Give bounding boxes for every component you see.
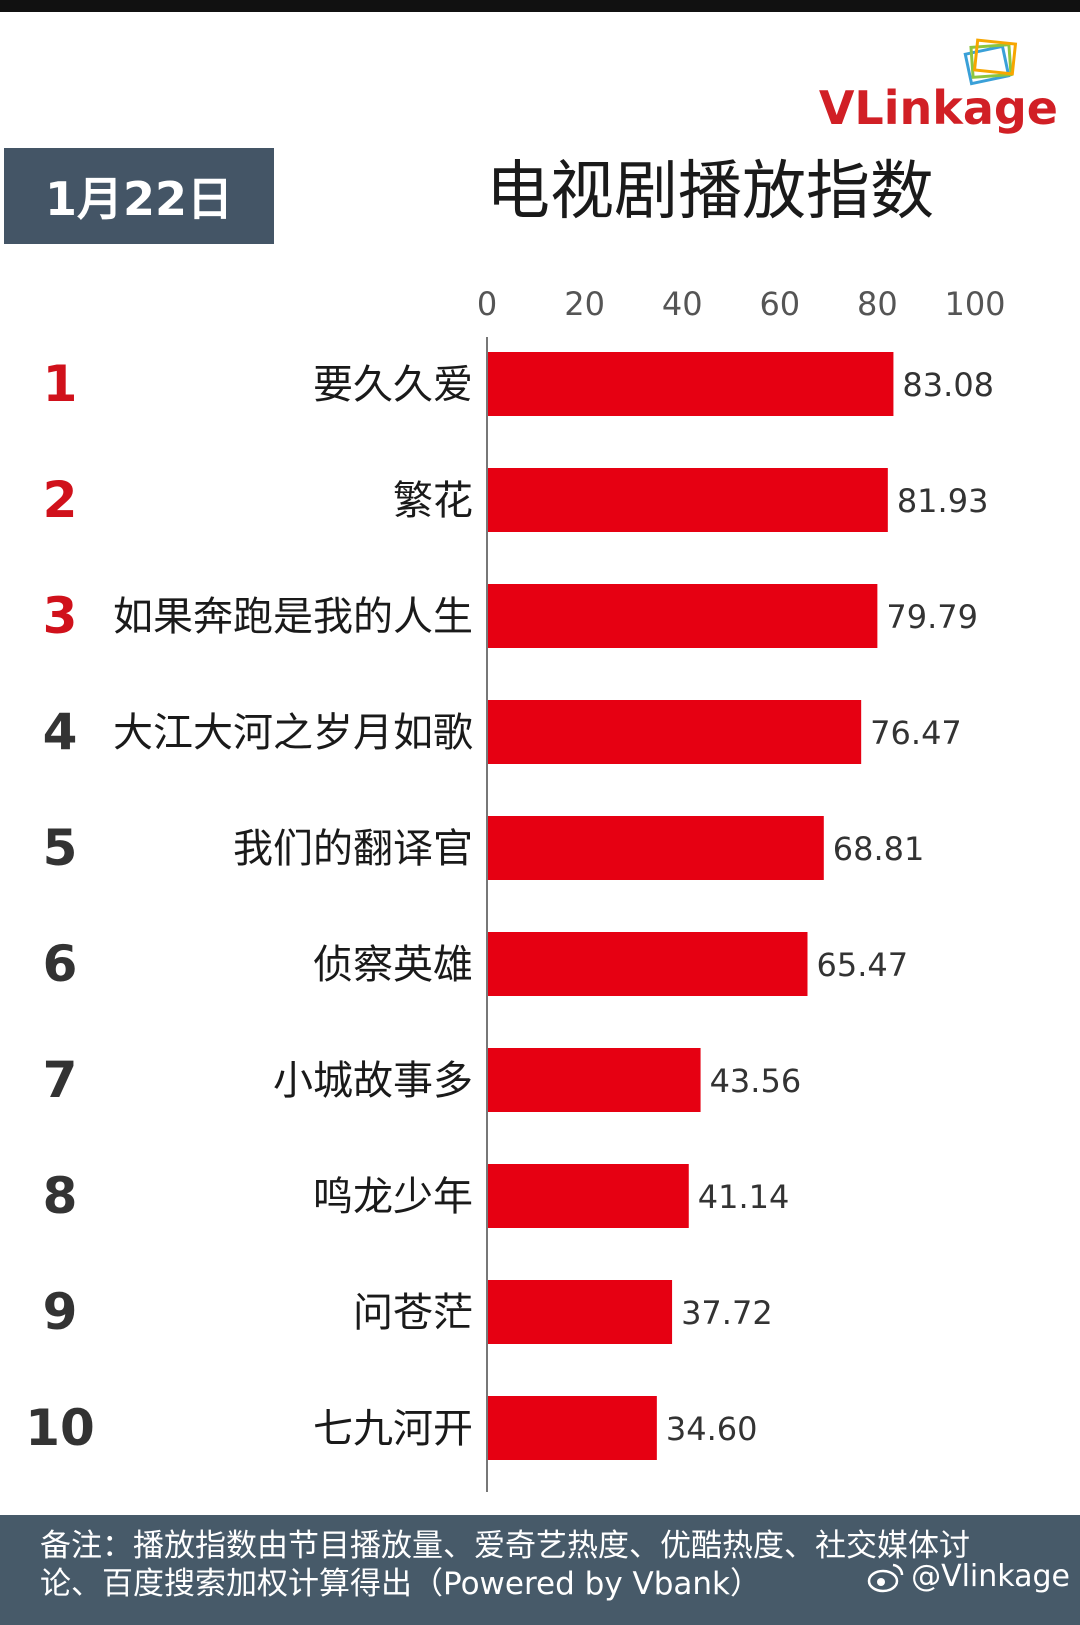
bar-row: 7 小城故事多 43.56 xyxy=(43,1048,802,1112)
rank-number: 9 xyxy=(43,1283,78,1341)
category-label: 问苍茫 xyxy=(353,1290,473,1336)
x-tick-label: 80 xyxy=(857,285,898,323)
bar-row: 4 大江大河之岁月如歌 76.47 xyxy=(43,700,962,764)
weibo-icon xyxy=(867,1563,904,1592)
bar xyxy=(488,1048,701,1112)
footer: 备注：播放指数由节目播放量、爱奇艺热度、优酷热度、社交媒体讨论、百度搜索加权计算… xyxy=(0,1515,1080,1625)
bar xyxy=(488,1280,673,1344)
value-label: 68.81 xyxy=(833,830,925,868)
value-label: 65.47 xyxy=(816,946,908,984)
x-tick-label: 20 xyxy=(564,285,605,323)
x-tick-label: 0 xyxy=(477,285,497,323)
bar xyxy=(488,1396,657,1460)
rank-number: 4 xyxy=(43,703,78,761)
rank-number: 6 xyxy=(43,935,78,993)
bar-row: 9 问苍茫 37.72 xyxy=(43,1280,773,1344)
rank-number: 1 xyxy=(43,355,78,413)
bar xyxy=(488,584,878,648)
x-axis-ticks: 0 20 40 60 80 100 xyxy=(477,285,1006,323)
bar-row: 2 繁花 81.93 xyxy=(43,468,989,532)
bar xyxy=(488,700,862,764)
bar-row: 8 鸣龙少年 41.14 xyxy=(43,1164,790,1228)
weibo-handle-text: @Vlinkage xyxy=(911,1559,1070,1594)
category-label: 侦察英雄 xyxy=(313,942,473,988)
bar-row: 3 如果奔跑是我的人生 79.79 xyxy=(43,584,978,648)
value-label: 34.60 xyxy=(666,1410,758,1448)
rank-number: 8 xyxy=(43,1167,78,1225)
bar xyxy=(488,468,888,532)
category-label: 鸣龙少年 xyxy=(313,1174,473,1220)
category-label: 七九河开 xyxy=(313,1406,473,1452)
bar xyxy=(488,352,894,416)
bar-row: 10 七九河开 34.60 xyxy=(25,1396,757,1460)
bar-row: 1 要久久爱 83.08 xyxy=(43,352,994,416)
category-label: 我们的翻译官 xyxy=(233,826,473,872)
value-label: 37.72 xyxy=(681,1294,773,1332)
bar xyxy=(488,932,808,996)
category-label: 如果奔跑是我的人生 xyxy=(113,594,473,640)
rank-number: 3 xyxy=(43,587,78,645)
bar-row: 5 我们的翻译官 68.81 xyxy=(43,816,925,880)
weibo-handle: @Vlinkage xyxy=(867,1559,1070,1594)
value-label: 43.56 xyxy=(710,1062,802,1100)
value-label: 81.93 xyxy=(897,482,989,520)
category-label: 要久久爱 xyxy=(313,362,473,408)
value-label: 76.47 xyxy=(870,714,962,752)
date-badge: 1月22日 xyxy=(4,148,274,244)
rank-number: 7 xyxy=(43,1051,78,1109)
vlinkage-logo-mark: VLinkage xyxy=(819,38,1058,135)
logo-text: VLinkage xyxy=(819,81,1058,135)
value-label: 41.14 xyxy=(698,1178,790,1216)
rank-number: 5 xyxy=(43,819,78,877)
value-label: 79.79 xyxy=(886,598,978,636)
bar-rows: 1 要久久爱 83.08 2 繁花 81.93 3 如果奔跑是我的人生 79.79 4 大江大河之岁… xyxy=(25,352,994,1460)
category-label: 大江大河之岁月如歌 xyxy=(113,710,473,756)
rank-number: 2 xyxy=(43,471,78,529)
vlinkage-logo: VLinkage xyxy=(808,32,1068,142)
bar-row: 6 侦察英雄 65.47 xyxy=(43,932,908,996)
footer-note: 备注：播放指数由节目播放量、爱奇艺热度、优酷热度、社交媒体讨论、百度搜索加权计算… xyxy=(40,1528,970,1602)
x-tick-label: 60 xyxy=(759,285,800,323)
logo-squares-icon xyxy=(963,38,1018,86)
bar xyxy=(488,1164,689,1228)
bar xyxy=(488,816,824,880)
chart-title: 电视剧播放指数 xyxy=(486,155,934,229)
category-label: 小城故事多 xyxy=(273,1058,473,1104)
x-tick-label: 40 xyxy=(662,285,703,323)
rank-number: 10 xyxy=(25,1399,95,1457)
infographic: VLinkage 1月22日 电视剧播放指数 0 20 40 60 80 100 1 要久久… xyxy=(0,12,1080,1625)
category-label: 繁花 xyxy=(393,478,473,524)
bar-chart: 0 20 40 60 80 100 1 要久久爱 83.08 2 繁花 81.93 3 如果奔跑是我的人… xyxy=(25,285,1006,1492)
value-label: 83.08 xyxy=(902,366,994,404)
x-tick-label: 100 xyxy=(944,285,1005,323)
